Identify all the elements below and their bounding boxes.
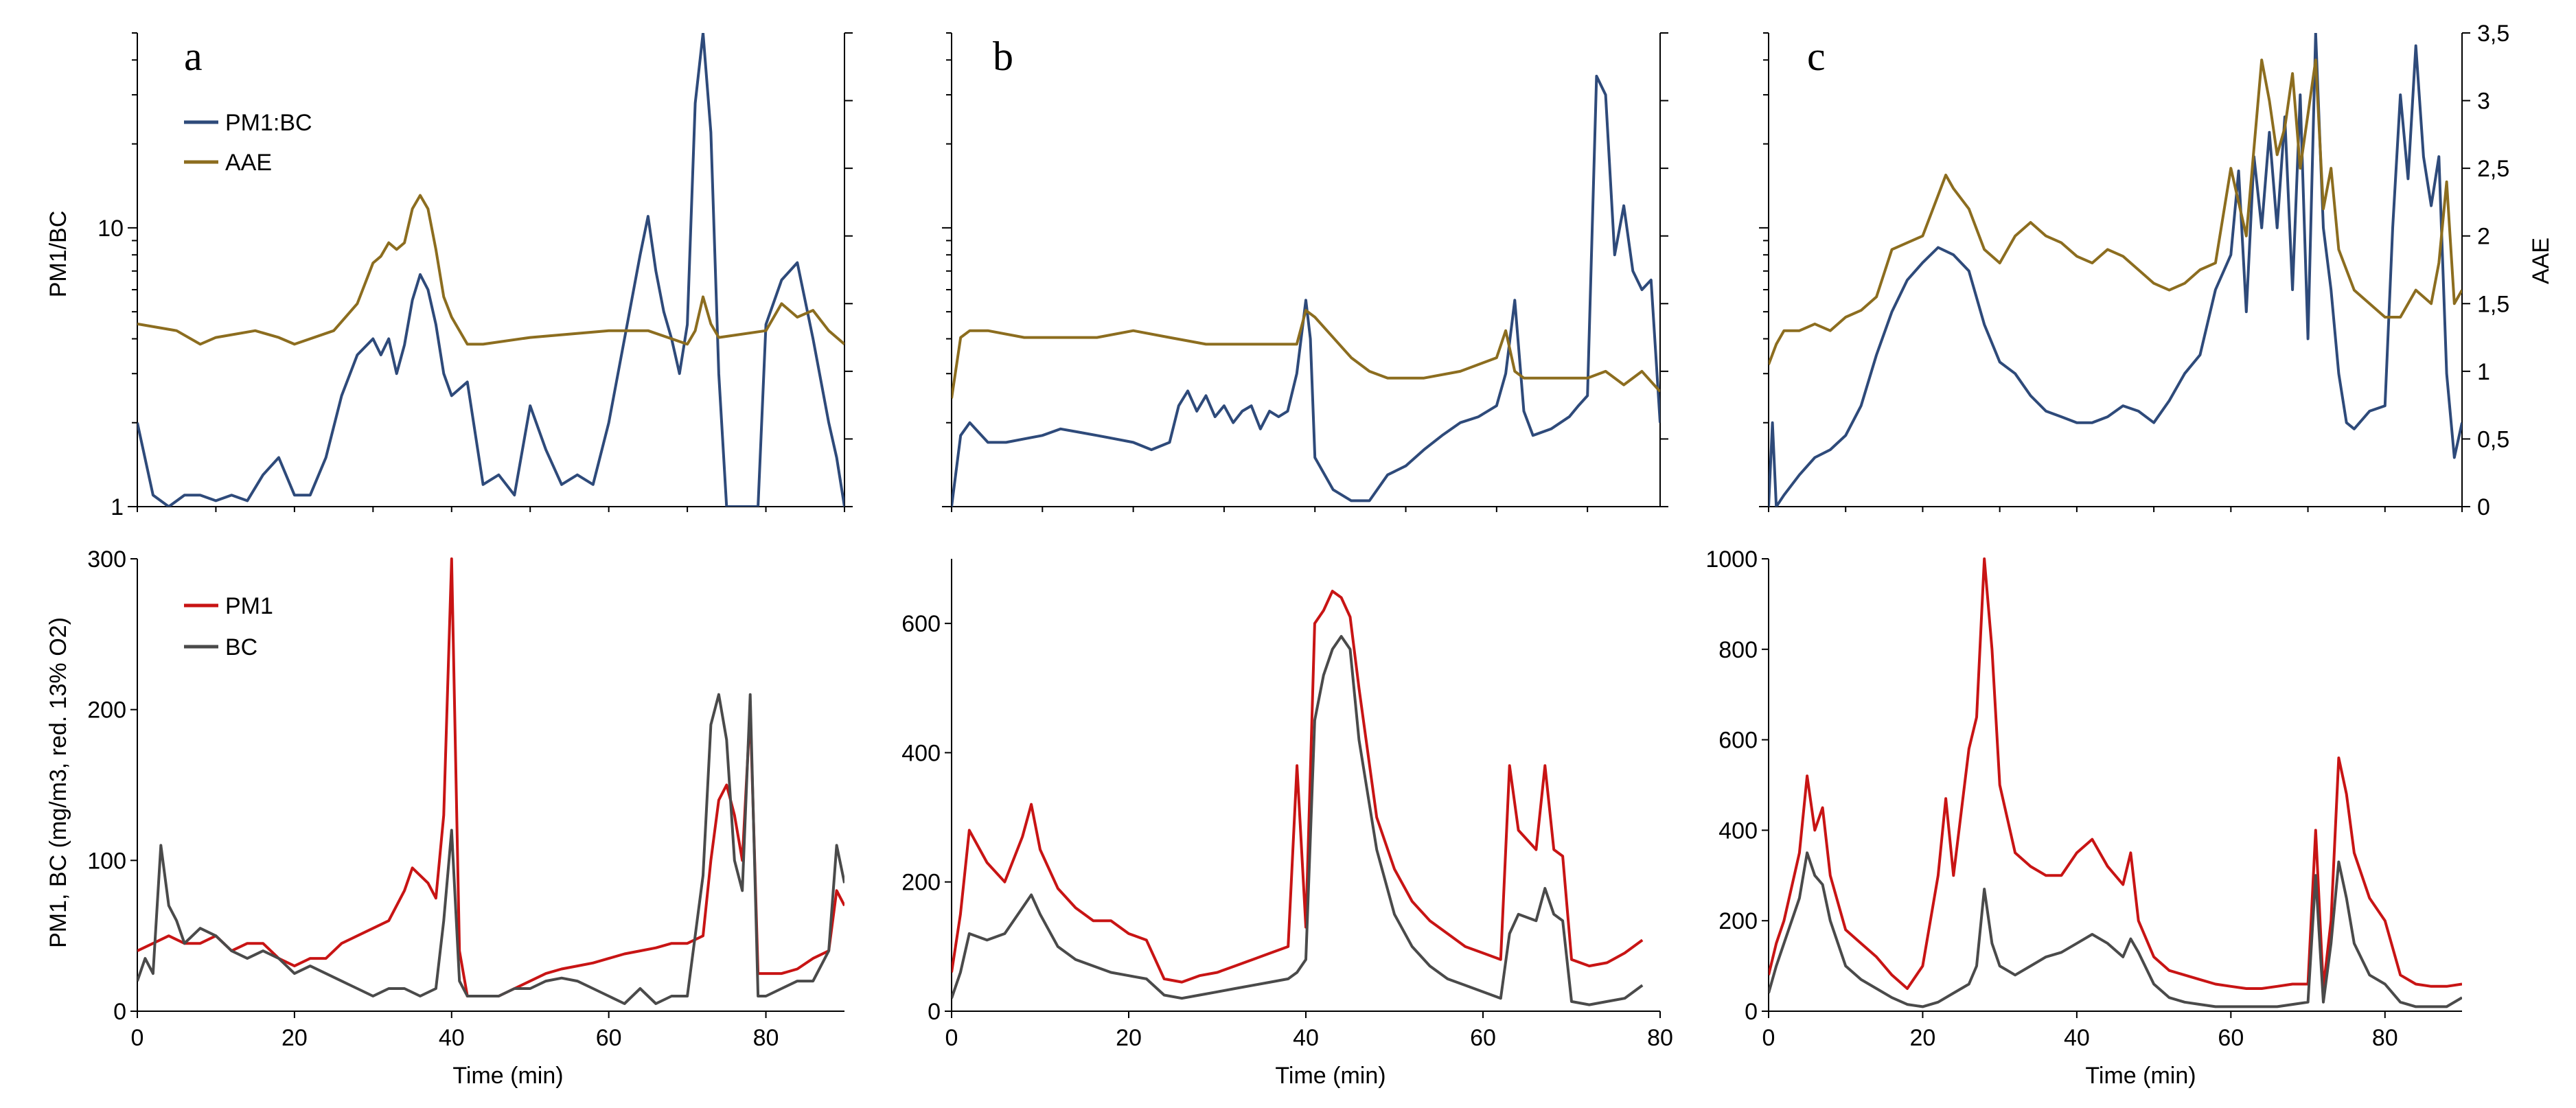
- series-line-pm1-bc: [1769, 33, 2462, 507]
- y2-tick-label: 0,5: [2477, 426, 2509, 452]
- x-tick-label: 40: [2064, 1025, 2090, 1051]
- x-tick-label: 20: [1910, 1025, 1936, 1051]
- x-tick-label: 40: [439, 1025, 465, 1051]
- x-tick-label: 80: [2372, 1025, 2398, 1051]
- y-tick-label: 200: [87, 697, 126, 724]
- legend-label-bc: BC: [225, 634, 257, 660]
- legend-label-aae: AAE: [225, 150, 272, 176]
- panel-c-bottom: 0 200 400 600 800 1000 0 20 40 60 80: [1705, 546, 2462, 1051]
- top-right-y-axis-title: AAE: [2528, 238, 2554, 284]
- x-axis-title-c: Time (min): [2085, 1063, 2196, 1089]
- series-line-bc: [137, 693, 844, 1005]
- y-tick-label: 0: [928, 999, 941, 1025]
- panel-a-bottom: 0 100 200 300 0 20 40 60 80: [87, 546, 844, 1051]
- x-tick-label: 20: [281, 1025, 308, 1051]
- legend-label-pm1: PM1: [225, 593, 273, 619]
- legend-label-pm1-bc: PM1:BC: [225, 110, 312, 136]
- x-tick-label: 60: [596, 1025, 622, 1051]
- series-line-pm1: [1769, 557, 2462, 990]
- y2-tick-label: 0: [2477, 494, 2490, 520]
- y-tick-label: 400: [901, 740, 941, 766]
- y2-tick-label: 1: [2477, 359, 2490, 385]
- series-line-pm1-bc: [137, 33, 844, 507]
- panel-b-top: [942, 32, 1668, 512]
- x-axis-title-a: Time (min): [452, 1063, 563, 1089]
- panel-letter-b: b: [993, 34, 1013, 79]
- x-tick-label: 0: [945, 1025, 958, 1051]
- y2-tick-label: 3: [2477, 89, 2490, 115]
- x-tick-label: 60: [1470, 1025, 1496, 1051]
- x-tick-label: 0: [131, 1025, 144, 1051]
- series-line-pm1-bc: [952, 74, 1660, 507]
- y-tick-label: 10: [97, 216, 124, 242]
- series-line-pm1: [137, 557, 844, 997]
- legend-bottom: PM1 BC: [184, 593, 273, 660]
- bottom-y-axis-title: PM1, BC (mg/m3, red. 13% O2): [45, 617, 71, 948]
- x-tick-label: 80: [1647, 1025, 1673, 1051]
- series-line-aae: [952, 309, 1660, 399]
- x-tick-label: 60: [2218, 1025, 2244, 1051]
- legend-top: PM1:BC AAE: [184, 110, 312, 176]
- panel-letter-a: a: [184, 34, 203, 79]
- y-tick-label: 600: [1718, 728, 1758, 754]
- y2-tick-label: 1,5: [2477, 291, 2509, 317]
- x-tick-label: 20: [1116, 1025, 1142, 1051]
- series-line-bc: [1769, 851, 2462, 1008]
- y2-tick-label: 2,5: [2477, 156, 2509, 182]
- y-tick-label: 0: [113, 999, 126, 1025]
- series-line-pm1: [952, 590, 1644, 984]
- y2-tick-label: 2: [2477, 224, 2490, 250]
- panel-b-bottom: 0 200 400 600 0 20 40 60 80: [901, 559, 1673, 1051]
- y-tick-label: 200: [901, 870, 941, 896]
- panel-c-top: 0 0,5 1 1,5 2 2,5 3 3,5: [1759, 21, 2509, 520]
- panel-a-top: 1 10: [97, 32, 853, 520]
- y-tick-label: 1000: [1705, 546, 1758, 573]
- y2-tick-label: 3,5: [2477, 21, 2509, 47]
- y-tick-label: 200: [1718, 908, 1758, 934]
- x-tick-label: 80: [753, 1025, 779, 1051]
- x-axis-title-b: Time (min): [1275, 1063, 1385, 1089]
- y-tick-label: 1: [111, 494, 124, 520]
- y-tick-label: 600: [901, 611, 941, 637]
- panel-letter-c: c: [1807, 34, 1826, 79]
- y-tick-label: 800: [1718, 637, 1758, 663]
- y-tick-label: 300: [87, 546, 126, 573]
- y-tick-label: 400: [1718, 818, 1758, 844]
- series-line-bc: [952, 635, 1644, 1006]
- x-tick-label: 40: [1293, 1025, 1319, 1051]
- series-line-aae: [137, 194, 844, 346]
- y-tick-label: 0: [1745, 999, 1758, 1025]
- x-tick-label: 0: [1762, 1025, 1775, 1051]
- y-tick-label: 100: [87, 848, 126, 874]
- series-line-aae: [1769, 58, 2462, 365]
- top-y-axis-title: PM1/BC: [45, 211, 71, 298]
